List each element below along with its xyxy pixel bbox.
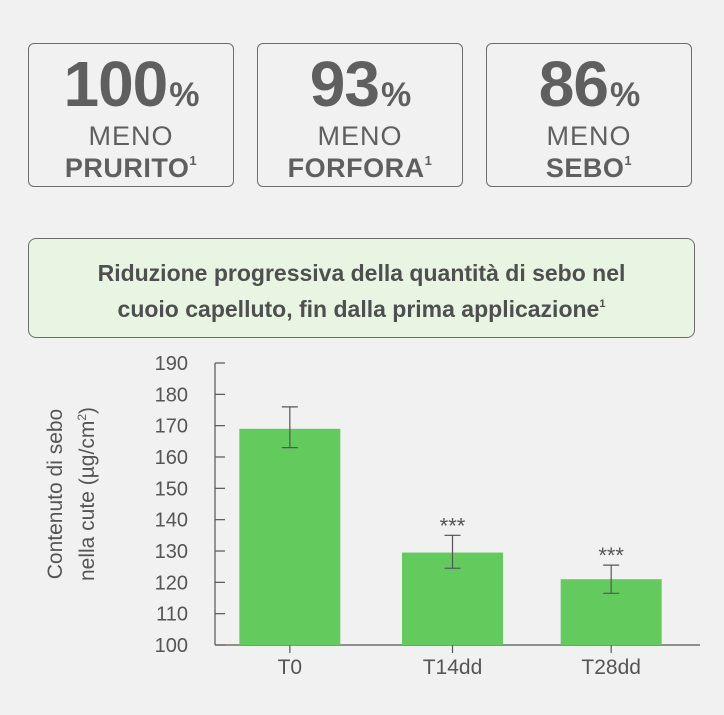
x-tick-label: T14dd (423, 656, 483, 679)
stat-label-bottom: FORFORA1 (287, 153, 433, 183)
stat-value: 93% (309, 48, 411, 120)
stat-box-forfora: 93% MENO FORFORA1 (257, 43, 463, 187)
y-tick-label: 130 (155, 541, 188, 563)
stat-label-top: MENO (546, 121, 632, 151)
y-tick-label: 140 (155, 510, 188, 532)
significance-marker: *** (598, 543, 624, 568)
stat-box-sebo: 86% MENO SEBO1 (486, 43, 692, 187)
y-tick-label: 170 (155, 416, 188, 438)
stat-box-prurito: 100% MENO PRURITO1 (28, 43, 234, 187)
stat-label-top: MENO (317, 121, 403, 151)
stat-label-bottom: SEBO1 (545, 153, 633, 183)
y-tick-label: 100 (155, 635, 188, 657)
chart-title-line-1: Riduzione progressiva della quantità di … (97, 260, 626, 286)
significance-marker: *** (440, 513, 466, 538)
y-tick-label: 120 (155, 572, 188, 594)
y-tick-label: 190 (155, 353, 188, 375)
chart-title-line-2: cuoio capelluto, fin dalla prima applica… (117, 296, 606, 322)
stat-label-top: MENO (88, 121, 174, 151)
y-tick-label: 180 (155, 384, 188, 406)
stat-label-bottom: PRURITO1 (64, 153, 198, 183)
x-tick-label: T28dd (581, 656, 641, 679)
stat-value: 86% (538, 48, 640, 120)
y-tick-label: 160 (155, 447, 188, 469)
x-tick-label: T0 (278, 656, 303, 679)
y-tick-label: 110 (156, 604, 188, 626)
stat-value: 100% (63, 48, 199, 120)
y-tick-label: 150 (155, 478, 188, 500)
chart-title-banner: Riduzione progressiva della quantità di … (28, 238, 695, 338)
bar (239, 428, 341, 645)
